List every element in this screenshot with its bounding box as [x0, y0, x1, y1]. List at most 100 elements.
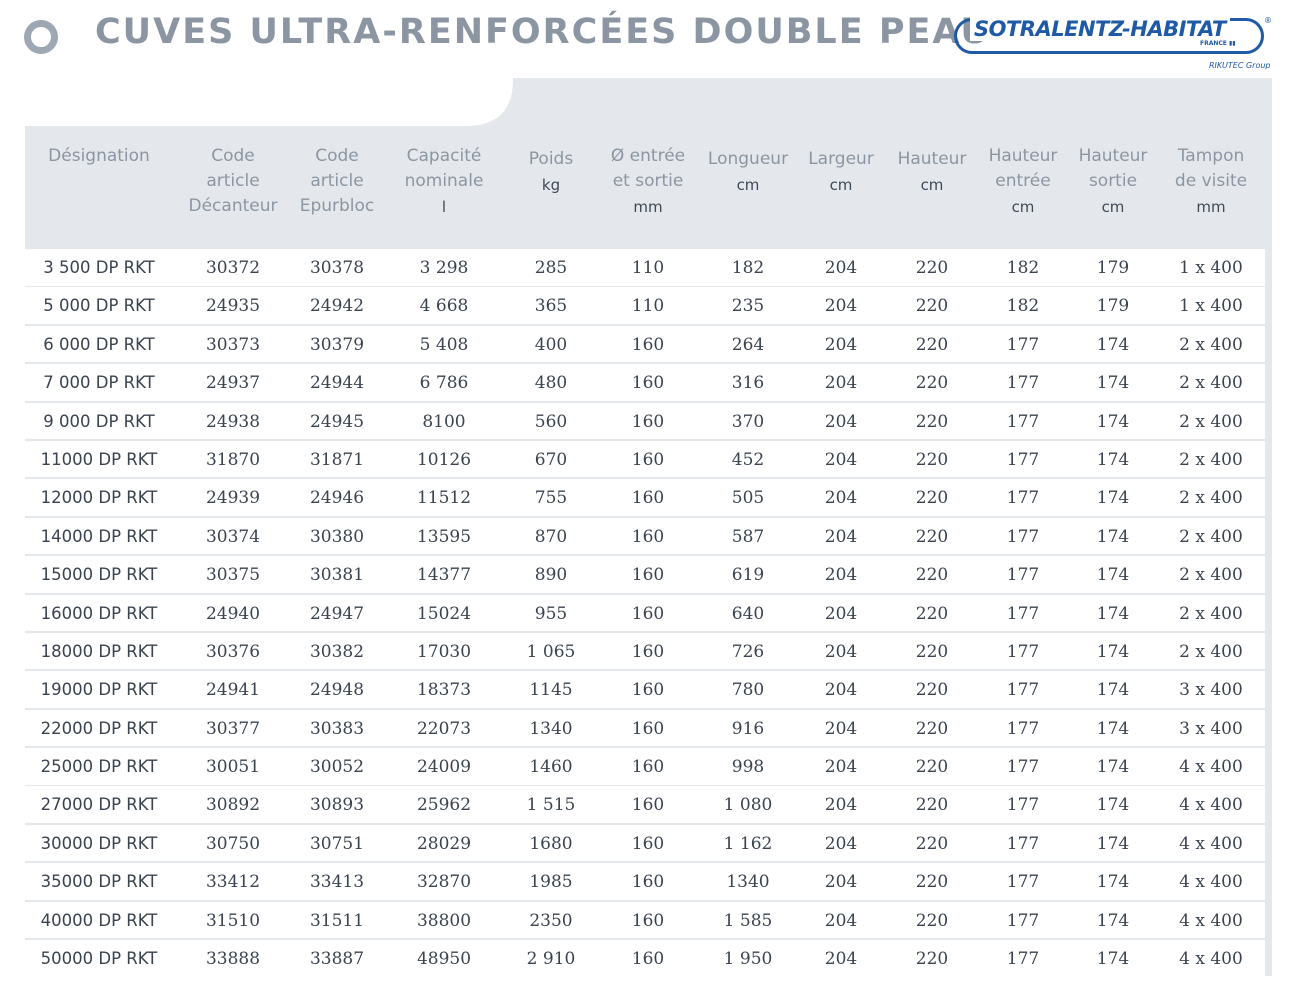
table-cell: 30381: [309, 565, 365, 586]
table-cell: 220: [915, 449, 949, 470]
table-cell: 220: [915, 334, 949, 355]
table-cell: 1 162: [723, 833, 773, 854]
column-header: Tampon de visite mm: [1156, 144, 1266, 220]
table-row: 40000 DP RKT 31510 31511 38800 2350 160 1 585 2…: [25, 901, 1265, 939]
table-cell: 22073: [416, 718, 472, 739]
table-row: 22000 DP RKT 30377 30383 22073 1340 160 916 204…: [25, 709, 1265, 747]
column-header-label: article: [206, 171, 260, 191]
table-cell: 174: [1096, 872, 1130, 893]
table-cell: 3 x 400: [1179, 718, 1243, 739]
column-header-label: Code: [211, 146, 255, 166]
table-row: 18000 DP RKT 30376 30382 17030 1 065 160 726 20…: [25, 632, 1265, 670]
column-header-label: Epurbloc: [299, 196, 375, 216]
table-cell: 177: [1006, 449, 1040, 470]
column-header: Code article Décanteur: [178, 144, 288, 219]
table-cell: 174: [1096, 449, 1130, 470]
table-cell: 220: [915, 565, 949, 586]
table-cell: 4 x 400: [1179, 833, 1243, 854]
table-cell: 1340: [529, 718, 573, 739]
table-cell: 24935: [205, 296, 261, 317]
table-cell: 30383: [309, 718, 365, 739]
table-cell: 670: [534, 449, 568, 470]
row-designation: 50000 DP RKT: [40, 949, 158, 969]
table-cell: 204: [824, 296, 858, 317]
table-cell: 204: [824, 258, 858, 278]
column-header-label: sortie: [1088, 171, 1138, 191]
table-cell: 780: [731, 680, 765, 701]
table-cell: 160: [631, 488, 665, 509]
column-header-label: Hauteur: [988, 146, 1058, 166]
table-cell: 174: [1096, 641, 1130, 662]
table-cell: 174: [1096, 910, 1130, 931]
table-cell: 25962: [416, 795, 472, 816]
table-cell: 220: [915, 641, 949, 662]
table-cell: 1 950: [723, 949, 773, 970]
table-cell: 24009: [416, 757, 472, 778]
column-header-unit: cm: [736, 176, 760, 194]
table-cell: 2 x 400: [1179, 373, 1243, 394]
table-body: 3 500 DP RKT 30372 30378 3 298 285 110 182 204 2…: [25, 249, 1265, 978]
table-cell: 4 x 400: [1179, 757, 1243, 778]
table-cell: 24947: [309, 603, 365, 624]
column-header: Code article Epurbloc: [282, 144, 392, 219]
table-cell: 174: [1096, 411, 1130, 432]
table-cell: 204: [824, 833, 858, 854]
table-cell: 160: [631, 641, 665, 662]
table-cell: 2 x 400: [1179, 411, 1243, 432]
table-cell: 160: [631, 949, 665, 970]
row-designation: 11000 DP RKT: [40, 449, 158, 469]
row-designation: 5 000 DP RKT: [43, 296, 155, 316]
table-cell: 160: [631, 910, 665, 931]
table-cell: 10126: [416, 449, 472, 470]
table-cell: 220: [915, 949, 949, 970]
table-cell: 505: [731, 488, 765, 509]
table-cell: 174: [1096, 833, 1130, 854]
column-header: Hauteur cm: [887, 147, 977, 198]
table-cell: 24939: [205, 488, 261, 509]
specifications-table: Désignation Code article Décanteur Code artic…: [25, 126, 1272, 978]
column-header: Poids kg: [506, 147, 596, 198]
table-cell: 4 x 400: [1179, 795, 1243, 816]
table-cell: 160: [631, 757, 665, 778]
row-designation: 12000 DP RKT: [40, 488, 158, 508]
table-cell: 30382: [309, 641, 365, 662]
table-cell: 30892: [205, 795, 261, 816]
table-row: 15000 DP RKT 30375 30381 14377 890 160 619 204 2…: [25, 556, 1265, 593]
column-header-unit: l: [441, 198, 447, 216]
table-cell: 38800: [416, 910, 472, 931]
table-cell: 160: [631, 680, 665, 701]
column-header: Capacité nominale l: [389, 144, 499, 220]
table-cell: 220: [915, 411, 949, 432]
table-row: 14000 DP RKT 30374 30380 13595 870 160 587 204 2…: [25, 517, 1265, 555]
table-row: 30000 DP RKT 30750 30751 28029 1680 160 1 162 2…: [25, 824, 1265, 862]
column-header-label: Longueur: [707, 149, 789, 169]
table-cell: 15024: [416, 603, 472, 624]
table-cell: 110: [631, 296, 665, 317]
column-header-unit: mm: [1196, 198, 1226, 216]
table-cell: 177: [1006, 373, 1040, 394]
ring-bullet-icon: [24, 20, 58, 54]
table-cell: 177: [1006, 949, 1040, 970]
table-row: 16000 DP RKT 24940 24947 15024 955 160 640 204 2…: [25, 594, 1265, 632]
table-cell: 619: [731, 565, 765, 586]
table-cell: 160: [631, 449, 665, 470]
table-cell: 177: [1006, 488, 1040, 509]
table-cell: 160: [631, 526, 665, 547]
table-cell: 174: [1096, 757, 1130, 778]
table-cell: 204: [824, 565, 858, 586]
table-cell: 890: [534, 565, 568, 586]
table-row: 25000 DP RKT 30051 30052 24009 1460 160 998 204…: [25, 748, 1265, 785]
table-cell: 870: [534, 526, 568, 547]
table-row: 7 000 DP RKT 24937 24944 6 786 480 160 316 204 2…: [25, 364, 1265, 401]
table-cell: 31871: [309, 449, 365, 470]
table-cell: 177: [1006, 641, 1040, 662]
table-cell: 365: [534, 296, 568, 317]
table-cell: 14377: [416, 565, 472, 586]
column-header: Largeur cm: [796, 147, 886, 198]
table-cell: 220: [915, 603, 949, 624]
table-cell: 48950: [416, 949, 472, 970]
table-row: 50000 DP RKT 33888 33887 48950 2 910 160 1 950…: [25, 940, 1265, 977]
row-designation: 25000 DP RKT: [40, 757, 158, 777]
column-header-unit: mm: [633, 198, 663, 216]
table-cell: 24938: [205, 411, 261, 432]
